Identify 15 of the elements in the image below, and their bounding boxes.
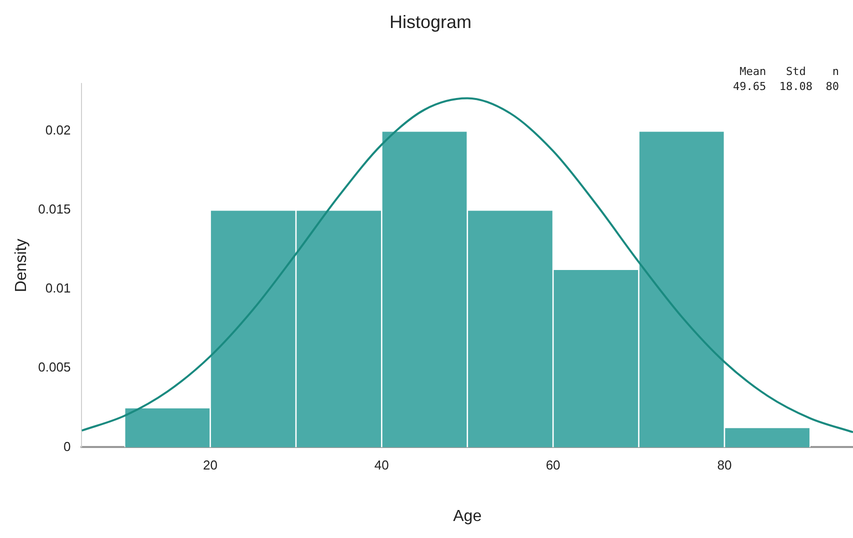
x-tick-label: 20 [203,458,218,473]
y-tick-label: 0 [63,438,71,454]
y-tick-label: 0.02 [45,122,71,138]
x-axis-title: Age [453,508,482,525]
x-tick-label: 80 [717,458,732,473]
x-tick-label: 60 [546,458,560,473]
x-tick-label: 40 [374,458,389,473]
y-tick-label: 0.01 [45,280,71,296]
y-axis-title: Density [13,238,30,292]
text: Mean Std n [738,64,839,79]
annotation: 49.65 18.08 80 [733,79,839,94]
y-tick-label: 0.015 [38,202,71,217]
y-tick-label: 0.005 [38,360,71,375]
line-series [82,97,853,434]
chart-title: Histogram [389,12,472,32]
